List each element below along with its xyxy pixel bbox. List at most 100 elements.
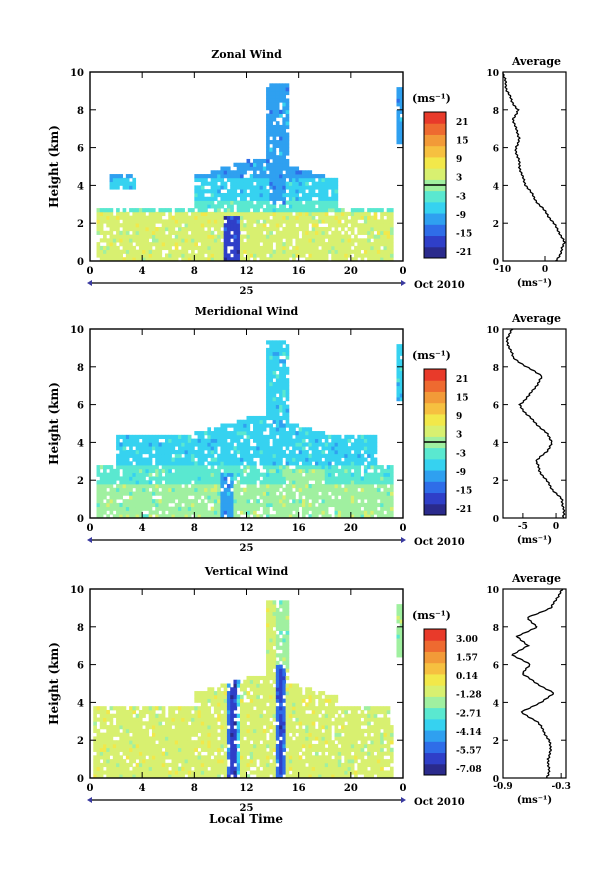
heatmap-cell — [275, 158, 280, 164]
heatmap-cell — [129, 514, 133, 519]
heatmap-cell — [151, 215, 156, 220]
heatmap-cell — [324, 181, 329, 186]
heatmap-cell — [132, 226, 137, 232]
heatmap-cell — [191, 502, 195, 508]
heatmap-cell — [292, 491, 296, 496]
heatmap-cell — [389, 245, 394, 251]
heatmap-cell — [233, 215, 238, 220]
heatmap-cell — [213, 245, 218, 251]
average-x-tick-label: 0 — [553, 522, 559, 532]
heatmap-cell — [246, 499, 251, 504]
heatmap-cell — [230, 732, 234, 737]
heatmap-cell — [256, 743, 260, 749]
heatmap-cell — [155, 502, 159, 508]
heatmap-cell — [187, 736, 192, 741]
heatmap-cell — [275, 381, 280, 387]
heatmap-cell — [103, 468, 107, 474]
heatmap-cell — [220, 691, 225, 696]
heatmap-cell — [178, 740, 182, 745]
heatmap-cell — [253, 162, 257, 167]
heatmap-cell — [341, 249, 345, 254]
heatmap-cell — [318, 208, 322, 213]
heatmap-cell — [285, 211, 290, 217]
heatmap-cell — [135, 499, 140, 504]
heatmap-cell — [142, 751, 146, 756]
heatmap-cell — [119, 487, 124, 492]
heatmap-cell — [275, 121, 280, 126]
heatmap-cell — [122, 762, 127, 768]
heatmap-cell — [187, 725, 192, 730]
heatmap-cell — [275, 162, 280, 167]
heatmap-cell — [350, 226, 355, 232]
heatmap-cell — [301, 192, 306, 198]
heatmap-cell — [285, 113, 290, 118]
heatmap-cell — [96, 762, 101, 768]
heatmap-cell — [360, 461, 365, 466]
heatmap-cell — [272, 397, 277, 402]
heatmap-cell — [318, 211, 322, 217]
heatmap-cell — [200, 253, 205, 258]
heatmap-cell — [191, 465, 195, 470]
heatmap-cell — [109, 468, 114, 474]
heatmap-cell — [266, 245, 270, 251]
heatmap-cell — [178, 514, 182, 519]
heatmap-cell — [210, 736, 215, 741]
heatmap-cell — [266, 211, 270, 217]
heatmap-cell — [178, 487, 182, 492]
heatmap-cell — [103, 762, 107, 768]
heatmap-cell — [272, 374, 277, 379]
heatmap-cell — [99, 211, 104, 217]
heatmap-cell — [305, 472, 309, 477]
heatmap-cell — [275, 389, 280, 394]
heatmap-cell — [350, 453, 355, 458]
heatmap-cell — [269, 87, 273, 92]
heatmap-cell — [119, 449, 124, 455]
heatmap-cell — [370, 461, 375, 466]
heatmap-cell — [223, 755, 228, 760]
heatmap-cell — [93, 766, 97, 771]
heatmap-cell — [282, 389, 287, 394]
heatmap-cell — [164, 717, 169, 722]
heatmap-cell — [256, 747, 260, 752]
heatmap-cell — [155, 242, 159, 247]
heatmap-cell — [386, 223, 391, 228]
heatmap-cell — [187, 449, 192, 455]
heatmap-cell — [194, 230, 198, 235]
heatmap-cell — [226, 200, 231, 205]
heatmap-cell — [223, 442, 228, 447]
heatmap-cell — [116, 223, 120, 228]
heatmap-cell — [243, 189, 247, 194]
heatmap-cell — [266, 366, 270, 371]
heatmap-cell — [324, 472, 329, 477]
heatmap-cell — [350, 215, 355, 220]
heatmap-cell — [151, 713, 156, 718]
heatmap-cell — [158, 766, 163, 771]
heatmap-cell — [253, 219, 257, 224]
heatmap-cell — [266, 766, 270, 771]
heatmap-cell — [226, 472, 231, 477]
heatmap-cell — [285, 506, 290, 511]
heatmap-cell — [191, 442, 195, 447]
heatmap-cell — [132, 434, 137, 440]
heatmap-cell — [243, 766, 247, 771]
heatmap-cell — [109, 510, 114, 515]
heatmap-cell — [285, 245, 290, 251]
heatmap-cell — [354, 457, 358, 462]
heatmap-cell — [119, 743, 124, 749]
heatmap-cell — [269, 461, 273, 466]
heatmap-cell — [181, 219, 185, 224]
heatmap-cell — [262, 499, 267, 504]
heatmap-cell — [275, 461, 280, 466]
heatmap-cell — [239, 226, 244, 232]
heatmap-cell — [318, 174, 322, 179]
heatmap-cell — [112, 514, 117, 519]
heatmap-cell — [122, 453, 127, 458]
heatmap-cell — [272, 253, 277, 258]
heatmap-cell — [236, 743, 241, 749]
heatmap-cell — [184, 434, 189, 440]
heatmap-cell — [168, 457, 172, 462]
heatmap-cell — [363, 442, 368, 447]
heatmap-cell — [246, 192, 251, 198]
heatmap-cell — [109, 253, 114, 258]
heatmap-cell — [262, 502, 267, 508]
